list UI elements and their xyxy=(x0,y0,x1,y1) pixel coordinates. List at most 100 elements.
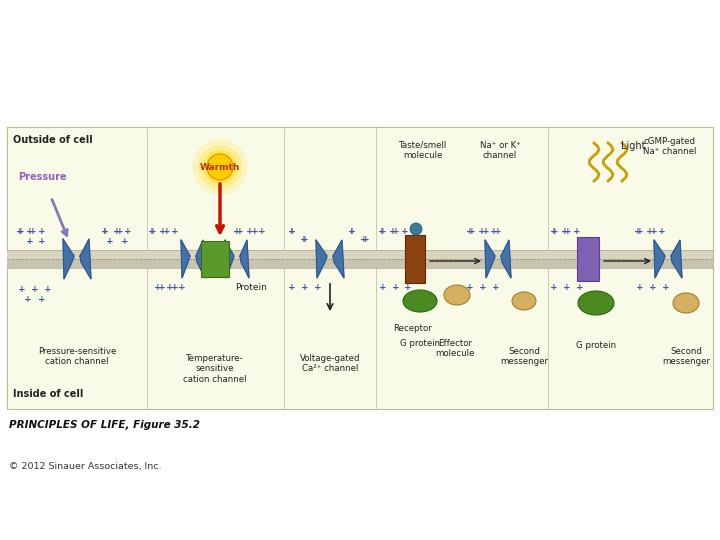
Text: +: + xyxy=(379,226,387,235)
Text: +: + xyxy=(348,226,356,235)
Circle shape xyxy=(192,139,248,195)
Text: Na⁺ or K⁺
channel: Na⁺ or K⁺ channel xyxy=(480,141,521,160)
Text: +: + xyxy=(288,282,296,292)
Text: +: + xyxy=(251,226,258,235)
Text: +: + xyxy=(360,234,368,244)
Ellipse shape xyxy=(673,293,699,313)
Text: +: + xyxy=(246,226,254,235)
Ellipse shape xyxy=(403,290,437,312)
Text: +: + xyxy=(480,282,487,292)
Text: +: + xyxy=(662,282,670,292)
Text: +: + xyxy=(24,294,32,303)
Text: +: + xyxy=(44,285,52,294)
Circle shape xyxy=(198,145,242,189)
Text: +: + xyxy=(113,226,121,235)
Text: +: + xyxy=(38,237,46,246)
Text: +: + xyxy=(121,237,129,246)
Text: Figure 35.2  Sensory Receptor Proteins Respond to Stimuli by Opening or Closing : Figure 35.2 Sensory Receptor Proteins Re… xyxy=(9,11,720,26)
Text: Pressure: Pressure xyxy=(19,172,67,182)
Text: +: + xyxy=(178,282,186,292)
Text: +: + xyxy=(404,282,412,292)
Circle shape xyxy=(207,154,233,180)
Polygon shape xyxy=(181,240,190,278)
Circle shape xyxy=(203,150,237,184)
Text: +: + xyxy=(466,226,474,235)
Text: +: + xyxy=(102,226,109,235)
Polygon shape xyxy=(63,239,74,279)
Text: +: + xyxy=(390,226,397,235)
Text: +: + xyxy=(26,237,34,246)
Text: +: + xyxy=(166,282,174,292)
Text: +: + xyxy=(236,226,244,235)
Text: Voltage-gated
Ca²⁺ channel: Voltage-gated Ca²⁺ channel xyxy=(300,354,360,373)
Text: +: + xyxy=(149,226,157,235)
Text: +: + xyxy=(490,226,498,235)
Text: G protein: G protein xyxy=(576,341,616,350)
Text: +: + xyxy=(288,226,296,235)
Text: Second
messenger: Second messenger xyxy=(662,347,710,367)
Text: +: + xyxy=(17,226,24,235)
Text: cGMP-gated
Na⁺ channel: cGMP-gated Na⁺ channel xyxy=(643,137,697,157)
Text: +: + xyxy=(634,226,642,235)
Polygon shape xyxy=(485,240,495,278)
Text: +: + xyxy=(646,226,654,235)
Text: G protein: G protein xyxy=(400,339,440,348)
Text: +: + xyxy=(171,226,179,235)
Text: +: + xyxy=(124,226,132,235)
Text: +: + xyxy=(379,282,387,292)
Text: +: + xyxy=(564,226,572,235)
Text: Pressure-sensitive
cation channel: Pressure-sensitive cation channel xyxy=(38,347,116,367)
Polygon shape xyxy=(501,240,511,278)
Text: +: + xyxy=(148,226,156,235)
Text: +: + xyxy=(300,234,308,244)
Text: +: + xyxy=(478,226,486,235)
Polygon shape xyxy=(225,240,234,278)
Text: +: + xyxy=(106,237,114,246)
Text: +: + xyxy=(301,282,309,292)
Text: +: + xyxy=(466,282,474,292)
Polygon shape xyxy=(316,240,327,278)
Text: +: + xyxy=(401,226,409,235)
Text: +: + xyxy=(658,226,666,235)
Text: +: + xyxy=(576,282,584,292)
Text: +: + xyxy=(552,226,559,235)
Text: +: + xyxy=(159,226,167,235)
Text: +: + xyxy=(16,226,24,235)
Text: Second
messenger: Second messenger xyxy=(500,347,548,367)
Circle shape xyxy=(410,223,422,235)
Text: +: + xyxy=(163,226,171,235)
Polygon shape xyxy=(240,240,249,278)
Polygon shape xyxy=(671,240,682,278)
Text: +: + xyxy=(392,226,400,235)
Polygon shape xyxy=(654,240,665,278)
Text: +: + xyxy=(348,226,356,235)
Text: +: + xyxy=(550,282,558,292)
Bar xyxy=(201,241,229,277)
Ellipse shape xyxy=(444,285,470,305)
Text: Temperature-
sensitive
cation channel: Temperature- sensitive cation channel xyxy=(184,354,247,384)
Text: Effector
molecule: Effector molecule xyxy=(436,339,474,359)
Text: © 2012 Sinauer Associates, Inc.: © 2012 Sinauer Associates, Inc. xyxy=(9,462,162,471)
Text: +: + xyxy=(468,226,476,235)
Bar xyxy=(7,127,713,409)
Text: Protein: Protein xyxy=(235,283,267,292)
Text: +: + xyxy=(158,282,166,292)
Text: +: + xyxy=(38,294,46,303)
Polygon shape xyxy=(196,240,205,278)
Text: +: + xyxy=(102,226,109,235)
Text: +: + xyxy=(563,282,571,292)
Text: +: + xyxy=(378,226,386,235)
Text: +: + xyxy=(636,226,644,235)
Text: +: + xyxy=(38,226,46,235)
Text: Receptor: Receptor xyxy=(394,324,433,333)
Text: +: + xyxy=(301,234,309,244)
Text: +: + xyxy=(649,282,657,292)
Bar xyxy=(7,259,713,268)
Text: +: + xyxy=(233,226,240,235)
Text: +: + xyxy=(392,282,400,292)
Text: +: + xyxy=(258,226,266,235)
Ellipse shape xyxy=(578,291,614,315)
Text: +: + xyxy=(362,234,370,244)
Polygon shape xyxy=(333,240,344,278)
Text: +: + xyxy=(31,285,39,294)
